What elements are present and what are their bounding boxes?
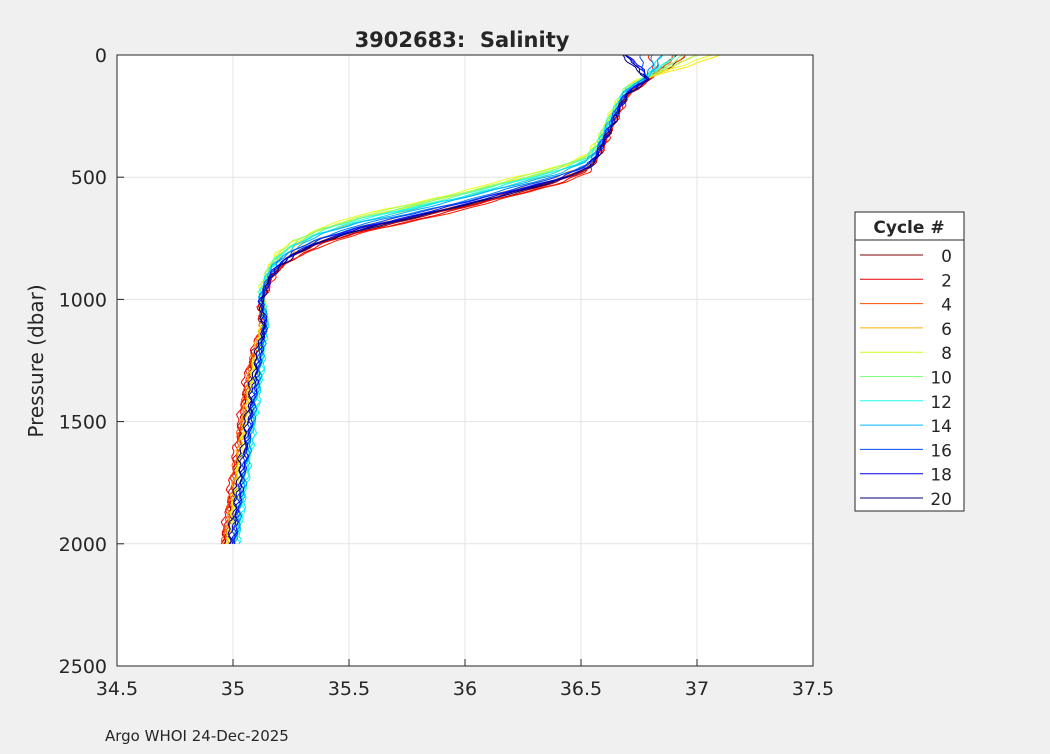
x-tick-label: 36.5	[560, 678, 602, 700]
legend-entry-label: 0	[941, 247, 952, 267]
y-tick-label: 0	[95, 45, 107, 67]
legend-entry-label: 14	[930, 417, 952, 437]
profile-line-cycle-18	[231, 54, 649, 544]
profile-line-cycle-12	[235, 54, 676, 544]
y-axis-label: Pressure (dbar)	[24, 284, 48, 437]
legend-entry-label: 16	[930, 441, 952, 461]
x-tick-label: 34.5	[96, 678, 138, 700]
y-axis: 0 500 1000 1500 2000 2500	[59, 45, 124, 678]
legend-entry-label: 12	[930, 393, 952, 413]
legend-box	[854, 211, 965, 512]
profile-line-cycle-20	[227, 54, 651, 545]
chart-title: 3902683: Salinity	[355, 28, 570, 52]
legend-entry-label: 18	[930, 466, 952, 486]
legend-entry-label: 4	[941, 296, 952, 316]
y-tick-label: 500	[71, 167, 107, 189]
legend-entry-label: 20	[930, 490, 952, 510]
x-axis: 34.5 35 35.5 36 36.5 37 37.5	[96, 659, 834, 700]
y-tick-label: 1500	[59, 412, 107, 434]
y-tick-label: 2500	[59, 656, 107, 678]
x-tick-label: 36	[453, 678, 477, 700]
legend-entry-label: 6	[941, 320, 952, 340]
legend-entry-label: 10	[930, 369, 952, 389]
x-tick-label: 35.5	[328, 678, 370, 700]
x-tick-label: 37.5	[792, 678, 834, 700]
legend-entry-label: 8	[941, 344, 952, 364]
legend: Cycle # 0 2 4 6 8 10 12 14 16 18 20	[854, 211, 965, 512]
legend-entry-label: 2	[941, 271, 952, 291]
x-tick-label: 37	[685, 678, 709, 700]
x-tick-label: 35	[221, 678, 245, 700]
legend-title: Cycle #	[873, 218, 944, 238]
y-tick-label: 1000	[59, 289, 107, 311]
profile-lines	[220, 54, 721, 545]
footer-credit: Argo WHOI 24-Dec-2025	[105, 727, 289, 745]
y-tick-label: 2000	[59, 534, 107, 556]
